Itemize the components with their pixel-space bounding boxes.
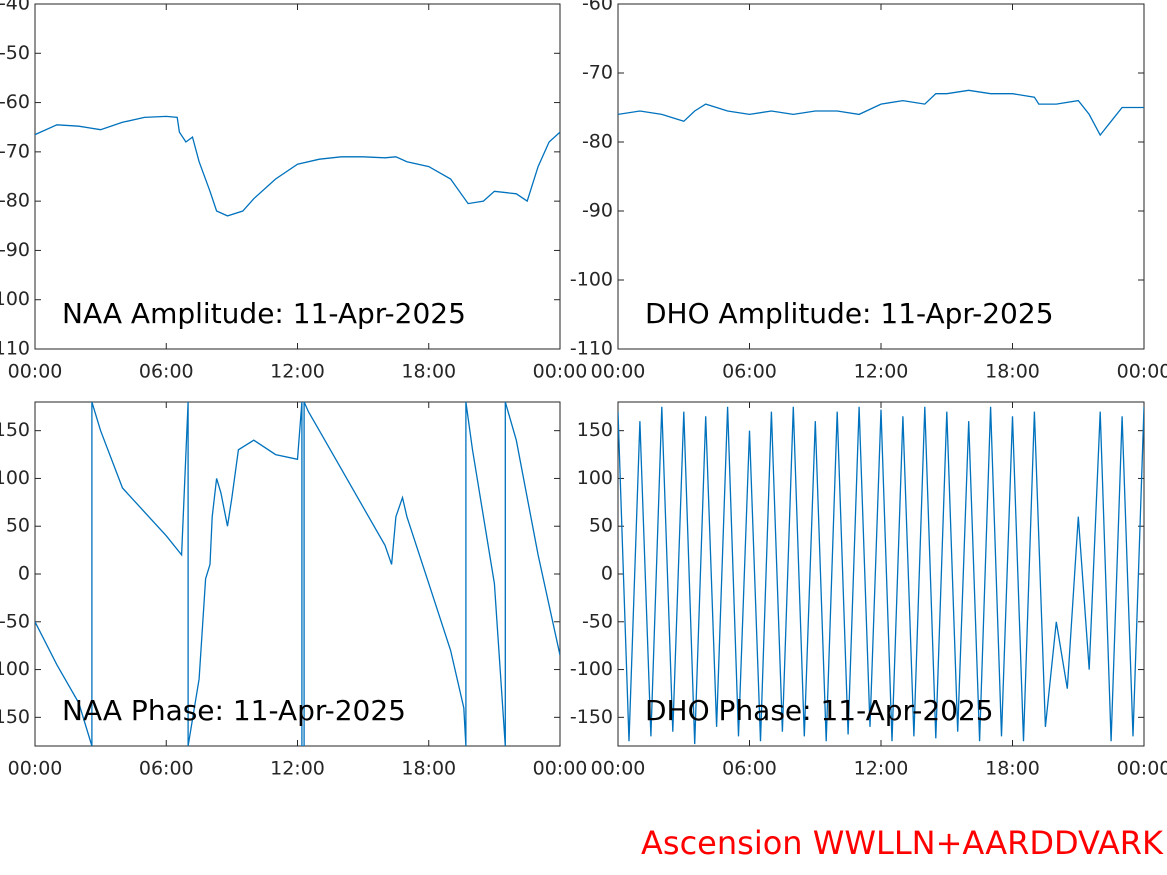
x-tick-label: 06:00: [139, 758, 194, 780]
y-tick-label: -40: [0, 0, 30, 15]
y-tick-label: 0: [601, 563, 613, 585]
y-tick-label: 100: [577, 467, 613, 489]
chart-title: DHO Phase: 11-Apr-2025: [645, 694, 994, 727]
x-tick-label: 06:00: [139, 361, 194, 383]
x-tick-label: 00:00: [533, 758, 588, 780]
subplot: -150 -100 -50 0 50 100 150 00:00 06:00 12:00 18:00…: [0, 401, 588, 780]
x-tick-label: 12:00: [270, 361, 325, 383]
x-tick-label: 12:00: [854, 758, 909, 780]
data-line: [618, 406, 1144, 745]
subplot: -110 -100 -90 -80 -70 -60 00:00 06:00 12:00 18:00…: [570, 0, 1167, 383]
y-tick-label: 50: [6, 515, 30, 537]
plot-area: [34, 3, 561, 350]
data-line: [35, 402, 560, 746]
x-tick-label: 00:00: [533, 361, 588, 383]
chart-title: NAA Amplitude: 11-Apr-2025: [62, 297, 466, 330]
y-tick-label: -90: [0, 239, 30, 261]
y-tick-label: -70: [0, 140, 30, 162]
x-tick-label: 18:00: [401, 361, 456, 383]
x-tick-label: 06:00: [722, 361, 777, 383]
y-tick-label: 100: [0, 467, 30, 489]
y-tick-label: 150: [577, 419, 613, 441]
y-tick-label: -110: [570, 338, 613, 360]
y-tick-label: -50: [0, 610, 30, 632]
x-tick-label: 06:00: [722, 758, 777, 780]
y-tick-label: -110: [0, 338, 30, 360]
y-tick-label: -80: [582, 131, 613, 153]
y-tick-label: -100: [0, 658, 30, 680]
y-tick-label: 150: [0, 419, 30, 441]
subplot: -110 -100 -90 -80 -70 -60 -50 -40 00:00 06:00 12:0…: [0, 0, 587, 383]
x-tick-label: 18:00: [401, 758, 456, 780]
plot-area: [617, 3, 1145, 350]
x-tick-label: 12:00: [270, 758, 325, 780]
x-tick-label: 00:00: [8, 758, 63, 780]
x-tick-label: 00:00: [1117, 758, 1167, 780]
y-tick-label: 0: [18, 563, 30, 585]
y-tick-label: -70: [582, 62, 613, 84]
y-tick-label: -150: [570, 706, 613, 728]
x-tick-label: 00:00: [591, 758, 646, 780]
plot-area: [617, 401, 1145, 747]
y-tick-label: -150: [0, 706, 30, 728]
x-tick-label: 00:00: [591, 361, 646, 383]
subplot: -150 -100 -50 0 50 100 150 00:00 06:00 12:00 18:00…: [570, 401, 1167, 780]
y-tick-label: -100: [570, 269, 613, 291]
y-tick-label: -80: [0, 190, 30, 212]
footer: Ascension WWLLN+AARDDVARK: [641, 824, 1164, 862]
chart-title: DHO Amplitude: 11-Apr-2025: [645, 297, 1054, 330]
x-tick-label: 18:00: [985, 758, 1040, 780]
y-tick-label: -100: [0, 288, 30, 310]
y-tick-label: -100: [570, 658, 613, 680]
y-tick-label: -90: [582, 200, 613, 222]
y-tick-label: -60: [0, 91, 30, 113]
y-tick-label: -50: [582, 610, 613, 632]
y-tick-label: -60: [582, 0, 613, 15]
x-tick-label: 12:00: [854, 361, 909, 383]
data-line: [618, 89, 1144, 137]
y-tick-label: -50: [0, 42, 30, 64]
x-tick-label: 00:00: [8, 361, 63, 383]
x-tick-label: 00:00: [1117, 361, 1167, 383]
data-line: [35, 115, 560, 217]
y-tick-label: 50: [589, 515, 613, 537]
x-tick-label: 18:00: [985, 361, 1040, 383]
chart-title: NAA Phase: 11-Apr-2025: [62, 694, 406, 727]
